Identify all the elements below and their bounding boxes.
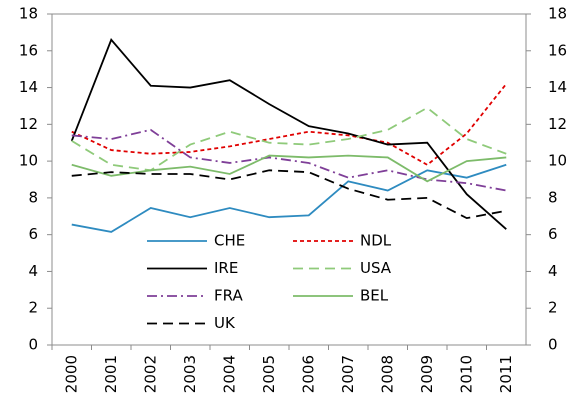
x-tick-label: 2004 xyxy=(220,355,238,393)
y2-tick-label: 16 xyxy=(548,41,567,59)
y-tick-label: 4 xyxy=(28,262,38,280)
legend-label: USA xyxy=(360,259,392,277)
y-tick-label: 0 xyxy=(28,336,38,354)
x-tick-label: 2002 xyxy=(141,355,159,393)
y-tick-label: 14 xyxy=(19,78,38,96)
y2-tick-label: 0 xyxy=(548,336,558,354)
y2-tick-label: 2 xyxy=(548,299,558,317)
legend-label: IRE xyxy=(214,259,238,277)
series-line xyxy=(71,83,507,166)
x-tick-label: 2000 xyxy=(62,355,80,393)
x-tick-label: 2010 xyxy=(457,355,475,393)
y-tick-label: 12 xyxy=(19,115,38,133)
x-tick-label: 2007 xyxy=(339,355,357,393)
x-tick-label: 2008 xyxy=(378,355,396,393)
y2-tick-label: 4 xyxy=(548,262,558,280)
legend-label: CHE xyxy=(214,232,245,250)
series-line xyxy=(71,106,507,172)
y-tick-label: 16 xyxy=(19,41,38,59)
y2-tick-label: 10 xyxy=(548,152,567,170)
y2-tick-label: 14 xyxy=(548,78,567,96)
legend-label: NDL xyxy=(360,232,392,250)
y-tick-label: 2 xyxy=(28,299,38,317)
y-tick-label: 18 xyxy=(19,5,38,23)
x-tick-label: 2009 xyxy=(418,355,436,393)
series-line xyxy=(71,154,507,183)
legend-label: BEL xyxy=(360,287,389,305)
y2-tick-label: 8 xyxy=(548,188,558,206)
series-line xyxy=(71,163,507,233)
series-line xyxy=(71,128,507,192)
y2-tick-label: 12 xyxy=(548,115,567,133)
y-tick-label: 8 xyxy=(28,188,38,206)
x-tick-label: 2001 xyxy=(102,355,120,393)
x-tick-label: 2003 xyxy=(181,355,199,393)
series-line xyxy=(70,38,507,230)
legend-label: UK xyxy=(214,314,236,332)
legend-label: FRA xyxy=(214,287,243,305)
x-tick-label: 2005 xyxy=(260,355,278,393)
x-tick-label: 2006 xyxy=(299,355,317,393)
y2-tick-label: 18 xyxy=(548,5,567,23)
y-tick-label: 10 xyxy=(19,152,38,170)
y2-tick-label: 6 xyxy=(548,225,558,243)
x-tick-label: 2011 xyxy=(497,355,515,393)
series-line xyxy=(71,169,507,220)
y-tick-label: 6 xyxy=(28,225,38,243)
